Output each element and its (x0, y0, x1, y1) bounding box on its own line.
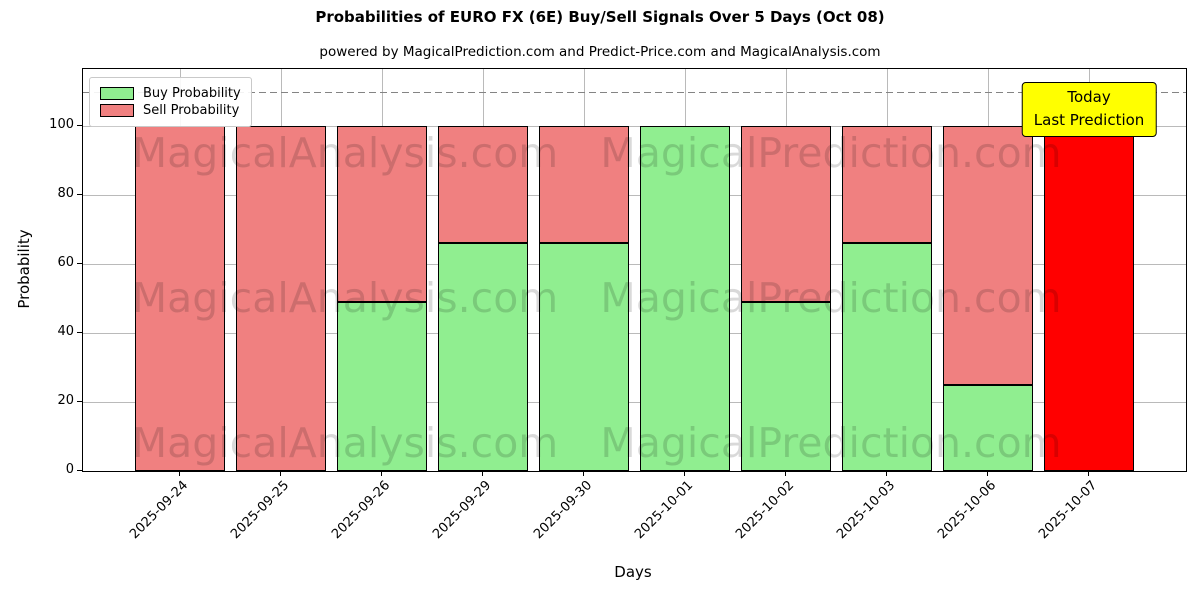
watermark-text: MagicalPrediction.com (600, 274, 1062, 322)
x-tick-label: 2025-09-26 (329, 478, 394, 543)
y-tick-mark (77, 470, 82, 471)
x-tick-mark (886, 471, 888, 476)
bar-segment-buy (437, 243, 529, 471)
x-tick-mark (582, 471, 584, 476)
chart-subtitle: powered by MagicalPrediction.com and Pre… (319, 44, 881, 60)
bar-segment-buy (942, 384, 1034, 471)
x-axis-label: Days (614, 563, 652, 581)
watermark-text: MagicalPrediction.com (600, 129, 1062, 177)
threshold-dashed-line (83, 91, 1186, 94)
legend: Buy Probability Sell Probability (89, 77, 252, 127)
bar-segment-sell (437, 126, 529, 244)
y-tick-mark (77, 332, 82, 334)
y-tick-label: 40 (57, 324, 74, 340)
x-tick-label: 2025-10-02 (733, 478, 798, 543)
y-tick-mark (77, 194, 82, 196)
x-tick-label: 2025-09-30 (531, 478, 596, 543)
h-gridline (83, 126, 1186, 128)
y-tick-mark (77, 401, 82, 403)
y-tick-label: 0 (65, 462, 74, 477)
plot-area: MagicalAnalysis.com MagicalAnalysis.com Ma… (82, 68, 1187, 472)
legend-label-sell: Sell Probability (143, 103, 240, 118)
today-annotation-line1: Today (1067, 88, 1111, 106)
x-tick-mark (684, 471, 685, 476)
y-tick-label: 20 (57, 393, 74, 409)
y-tick-label: 100 (49, 117, 74, 133)
watermark-text: MagicalAnalysis.com (131, 274, 559, 322)
x-tick-mark (785, 471, 786, 476)
watermark-text: MagicalAnalysis.com (131, 419, 559, 467)
legend-item-buy: Buy Probability (100, 86, 241, 101)
today-annotation-line2: Last Prediction (1033, 110, 1145, 129)
legend-swatch-buy (100, 87, 134, 100)
bar-segment-sell (538, 126, 630, 244)
x-tick-mark (279, 471, 281, 476)
x-tick-mark (481, 471, 483, 476)
x-tick-label: 2025-09-29 (430, 478, 495, 543)
h-gridline (83, 402, 1186, 404)
h-gridline (83, 264, 1186, 266)
y-tick-mark (77, 125, 82, 127)
bar-segment-sell (336, 126, 428, 303)
y-axis-label: Probability (15, 229, 33, 309)
legend-label-buy: Buy Probability (143, 86, 241, 101)
bar-segment-sell (942, 126, 1034, 385)
bar-segment-sell (1043, 126, 1135, 471)
x-tick-mark (178, 471, 180, 476)
x-tick-label: 2025-09-25 (228, 478, 293, 543)
x-tick-mark (1088, 471, 1090, 476)
bar-segment-sell (740, 126, 832, 303)
bar-segment-sell (235, 126, 327, 471)
h-gridline (83, 195, 1186, 197)
y-tick-label: 60 (57, 255, 74, 271)
watermark-text: MagicalAnalysis.com (131, 129, 559, 177)
chart-title: Probabilities of EURO FX (6E) Buy/Sell S… (315, 8, 885, 26)
legend-swatch-sell (100, 104, 134, 117)
bar-segment-buy (740, 302, 832, 471)
bar-segment-buy (639, 126, 731, 471)
x-tick-label: 2025-10-03 (834, 478, 899, 543)
x-tick-label: 2025-09-24 (127, 478, 192, 543)
x-tick-label: 2025-10-07 (1036, 478, 1101, 543)
legend-item-sell: Sell Probability (100, 103, 241, 118)
x-tick-label: 2025-10-01 (632, 478, 697, 543)
y-tick-label: 80 (57, 186, 74, 202)
bar-segment-sell (841, 126, 933, 244)
today-annotation: Today Last Prediction (1021, 82, 1157, 137)
bar-segment-buy (538, 243, 630, 471)
bar-segment-buy (336, 302, 428, 471)
bars-layer (83, 69, 1186, 471)
watermarks-layer: MagicalAnalysis.com MagicalAnalysis.com Ma… (83, 69, 1186, 471)
x-tick-mark (380, 471, 382, 476)
x-tick-mark (987, 471, 989, 476)
h-gridline (83, 333, 1186, 335)
x-tick-label: 2025-10-06 (935, 478, 1000, 543)
bar-segment-sell (134, 126, 226, 471)
y-tick-mark (77, 263, 82, 265)
watermark-text: MagicalPrediction.com (600, 419, 1062, 467)
bar-segment-buy (841, 243, 933, 471)
